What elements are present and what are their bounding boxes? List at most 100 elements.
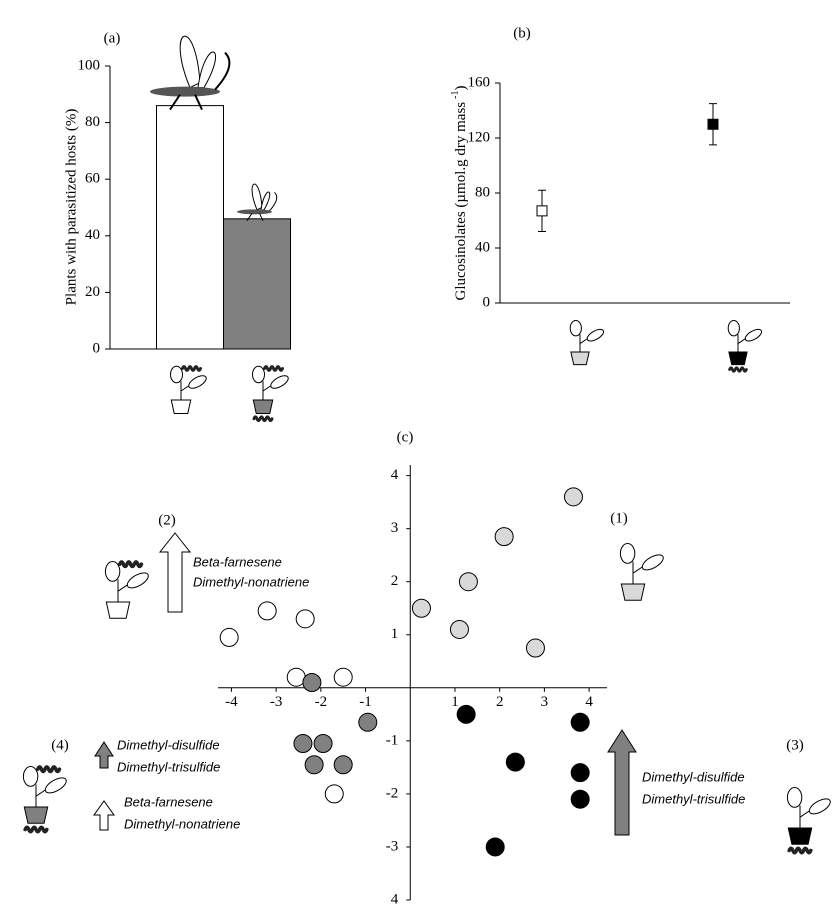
caterpillar xyxy=(730,368,747,372)
leaf xyxy=(585,327,605,343)
annotation: Beta-farnesene xyxy=(193,554,282,569)
point xyxy=(564,488,582,506)
point xyxy=(258,602,276,620)
y-tick-label: -1 xyxy=(386,732,399,748)
pot xyxy=(106,602,129,618)
point xyxy=(303,674,321,692)
x-tick-label: -1 xyxy=(359,694,372,710)
marker xyxy=(708,119,718,129)
panel-label: (c) xyxy=(397,429,414,445)
leaf xyxy=(269,373,290,391)
point xyxy=(220,628,238,646)
y-tick-label: 60 xyxy=(85,171,100,187)
point xyxy=(457,705,475,723)
leaf xyxy=(253,366,265,383)
x-tick-label: 4 xyxy=(585,694,593,710)
x-tick-label: 3 xyxy=(541,694,549,710)
leaf xyxy=(23,767,37,787)
x-tick-label: 2 xyxy=(496,694,504,710)
point xyxy=(495,528,513,546)
y-axis-label: Plants with parasitized hosts (%) xyxy=(63,109,79,306)
pot xyxy=(729,352,747,365)
caterpillar xyxy=(25,827,47,832)
point xyxy=(571,713,589,731)
y-tick-label: 160 xyxy=(468,74,491,90)
wasp-body xyxy=(150,87,220,97)
caterpillar xyxy=(789,848,811,853)
y-tick-label: 80 xyxy=(475,184,490,200)
point xyxy=(359,713,377,731)
caterpillar xyxy=(183,367,201,371)
wasp-wing xyxy=(198,52,216,88)
plant-stem xyxy=(800,806,811,829)
point xyxy=(314,735,332,753)
y-tick-label: 0 xyxy=(483,294,491,310)
point xyxy=(305,756,323,774)
caterpillar xyxy=(254,417,272,421)
leaf xyxy=(787,788,801,808)
pot xyxy=(24,807,47,823)
annotation: Dimethyl-disulfide xyxy=(117,737,220,752)
point xyxy=(334,756,352,774)
point xyxy=(571,764,589,782)
panel-label: (b) xyxy=(513,25,531,41)
bar xyxy=(157,106,224,349)
annotation: Dimethyl-nonatriene xyxy=(124,816,240,831)
x-tick-label: -4 xyxy=(225,694,238,710)
y-tick-label: 1 xyxy=(391,626,399,642)
pot xyxy=(788,828,811,844)
y-tick-label: 0 xyxy=(93,340,101,356)
leaf xyxy=(640,552,666,573)
y-tick-label: 40 xyxy=(85,227,100,243)
leaf xyxy=(105,562,119,582)
y-tick-label: 2 xyxy=(391,573,399,589)
point xyxy=(506,753,524,771)
annotation: (3) xyxy=(786,737,804,753)
point xyxy=(450,620,468,638)
y-tick-label: 120 xyxy=(468,129,491,145)
arrow-up xyxy=(95,742,113,768)
annotation: (2) xyxy=(158,512,176,528)
annotation: Dimethyl-nonatriene xyxy=(193,574,309,589)
point xyxy=(325,785,343,803)
x-tick-label: -2 xyxy=(315,694,328,710)
leaf xyxy=(187,373,208,391)
leaf xyxy=(43,775,69,796)
marker xyxy=(537,206,547,216)
y-tick-label: 40 xyxy=(475,239,490,255)
x-tick-label: -3 xyxy=(270,694,283,710)
leaf xyxy=(570,321,581,336)
wasp-wing xyxy=(180,36,200,88)
pot xyxy=(621,584,644,600)
point xyxy=(526,639,544,657)
arrow-up xyxy=(94,801,114,830)
leaf xyxy=(728,321,739,336)
leaf xyxy=(171,366,183,383)
y-tick-label: -3 xyxy=(386,838,399,854)
leaf xyxy=(620,544,634,564)
point xyxy=(334,668,352,686)
leaf xyxy=(743,327,763,343)
x-tick-label: 1 xyxy=(451,694,459,710)
annotation: (1) xyxy=(610,510,628,526)
point xyxy=(486,838,504,856)
point xyxy=(571,790,589,808)
caterpillar xyxy=(120,562,142,567)
point xyxy=(294,735,312,753)
arrow-up xyxy=(160,533,190,612)
leaf xyxy=(125,570,151,591)
plant-stem xyxy=(633,562,644,585)
figure: (a) Plants with parasitized hosts (%) 0 2 0 4… xyxy=(0,0,832,906)
caterpillar xyxy=(265,367,283,371)
y-axis-label-part: -1 xyxy=(450,91,461,99)
y-tick-label: 3 xyxy=(391,520,399,536)
pot xyxy=(253,400,273,414)
y-tick-label: -2 xyxy=(386,785,399,801)
point xyxy=(412,599,430,617)
wasp-body xyxy=(237,209,272,214)
pot xyxy=(571,352,589,365)
y-tick-label: 100 xyxy=(78,57,101,73)
panel-label: (a) xyxy=(104,30,121,46)
arrow-up xyxy=(608,730,636,835)
y-tick-label: 4 xyxy=(391,891,399,906)
